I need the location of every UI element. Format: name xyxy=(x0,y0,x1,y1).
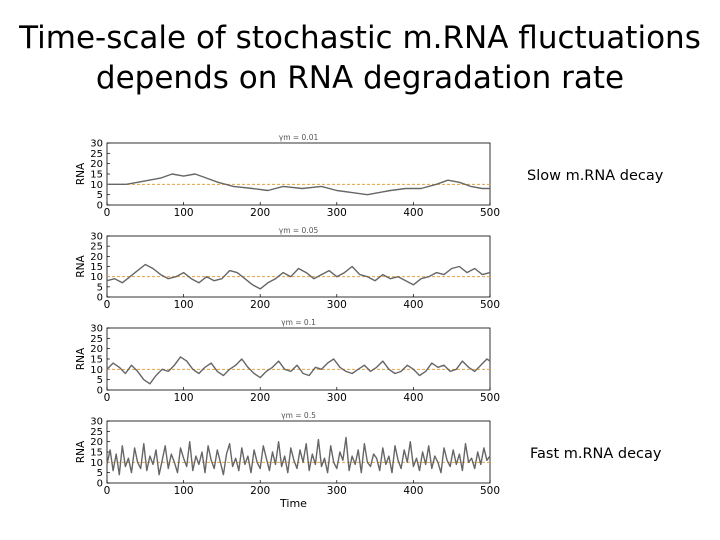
x-tick-label: 400 xyxy=(403,299,423,311)
x-tick-label: 200 xyxy=(250,485,270,497)
y-tick-label: 30 xyxy=(90,232,103,243)
panel-title: γm = 0.05 xyxy=(279,226,319,235)
x-tick-label: 500 xyxy=(480,392,500,404)
y-tick-label: 0 xyxy=(97,293,103,304)
x-tick-label: 200 xyxy=(250,392,270,404)
y-tick-label: 30 xyxy=(90,417,103,428)
x-tick-label: 300 xyxy=(327,299,347,311)
y-tick-label: 10 xyxy=(90,458,103,469)
panel-title: γm = 0.5 xyxy=(281,411,316,420)
y-tick-label: 0 xyxy=(97,386,103,397)
x-tick-label: 300 xyxy=(327,485,347,497)
rna-trace-line xyxy=(107,173,490,196)
y-tick-label: 15 xyxy=(90,355,103,366)
y-tick-label: 10 xyxy=(90,180,103,191)
panel-title: γm = 0.01 xyxy=(279,133,319,142)
x-tick-label: 100 xyxy=(174,207,194,219)
x-tick-label: 400 xyxy=(403,207,423,219)
slide-title-line-1: Time-scale of stochastic m.RNA fluctuati… xyxy=(19,20,701,56)
y-tick-label: 15 xyxy=(90,448,103,459)
x-axis-label: Time xyxy=(279,497,307,510)
plot-frame-1 xyxy=(106,142,491,206)
rna-trace-line xyxy=(106,263,491,290)
x-tick-label: 300 xyxy=(327,392,347,404)
x-tick-label: 100 xyxy=(174,392,194,404)
y-axis-label: RNA xyxy=(75,347,87,370)
y-tick-label: 15 xyxy=(90,262,103,273)
y-tick-label: 5 xyxy=(97,282,103,293)
y-tick-label: 25 xyxy=(90,427,103,438)
y-tick-label: 30 xyxy=(90,139,103,150)
y-tick-label: 25 xyxy=(90,242,103,253)
panel-title: γm = 0.1 xyxy=(281,318,316,327)
slide-title: Time-scale of stochastic m.RNA fluctuati… xyxy=(0,18,720,98)
y-tick-label: 5 xyxy=(97,375,103,386)
y-tick-label: 25 xyxy=(90,149,103,160)
fast-decay-label: Fast m.RNA decay xyxy=(530,446,662,462)
y-tick-label: 20 xyxy=(90,159,103,170)
x-tick-label: 200 xyxy=(250,299,270,311)
rna-trace-line xyxy=(106,356,491,385)
x-tick-label: 300 xyxy=(327,207,347,219)
x-tick-label: 0 xyxy=(104,392,111,404)
plot-frame-3 xyxy=(106,327,491,391)
y-tick-label: 10 xyxy=(90,272,103,283)
rna-trace-line xyxy=(106,436,491,476)
y-tick-label: 15 xyxy=(90,170,103,181)
y-tick-label: 5 xyxy=(97,190,103,201)
x-tick-label: 0 xyxy=(104,485,111,497)
y-tick-label: 5 xyxy=(97,468,103,479)
slow-decay-label: Slow m.RNA decay xyxy=(527,168,664,184)
y-tick-label: 20 xyxy=(90,252,103,263)
x-tick-label: 400 xyxy=(403,392,423,404)
x-tick-label: 0 xyxy=(104,207,111,219)
x-tick-label: 0 xyxy=(104,299,111,311)
y-tick-label: 10 xyxy=(90,365,103,376)
x-tick-label: 500 xyxy=(480,299,500,311)
y-axis-label: RNA xyxy=(75,255,87,278)
y-tick-label: 20 xyxy=(90,344,103,355)
x-tick-label: 500 xyxy=(480,207,500,219)
y-axis-label: RNA xyxy=(75,440,87,463)
y-axis-label: RNA xyxy=(75,162,87,185)
x-tick-label: 400 xyxy=(403,485,423,497)
y-tick-label: 20 xyxy=(90,437,103,448)
x-tick-label: 100 xyxy=(174,485,194,497)
plot-frame-2 xyxy=(106,235,491,298)
y-tick-label: 25 xyxy=(90,334,103,345)
x-tick-label: 200 xyxy=(250,207,270,219)
y-tick-label: 0 xyxy=(97,479,103,490)
slide-title-line-2: depends on RNA degradation rate xyxy=(95,60,625,96)
y-tick-label: 0 xyxy=(97,201,103,212)
x-tick-label: 100 xyxy=(174,299,194,311)
x-tick-label: 500 xyxy=(480,485,500,497)
y-tick-label: 30 xyxy=(90,324,103,335)
